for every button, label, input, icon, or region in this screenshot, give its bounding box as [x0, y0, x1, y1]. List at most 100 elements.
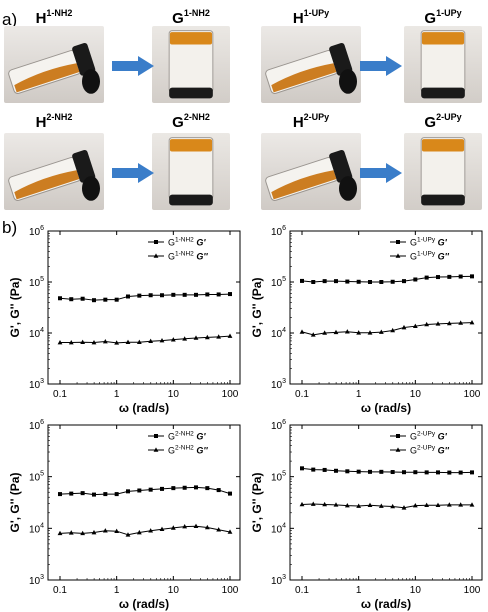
data-point-square [58, 492, 62, 497]
data-point-square [194, 485, 199, 490]
x-tick-label: 100 [464, 389, 481, 400]
y-tick-label: 105 [271, 471, 286, 484]
legend-triangle-marker [153, 253, 159, 258]
data-point-square [171, 292, 176, 297]
series-line-1 [59, 486, 231, 496]
data-point-square [300, 466, 304, 471]
data-point-triangle [401, 324, 407, 330]
data-point-square [148, 293, 153, 298]
data-point-triangle [390, 327, 396, 333]
y-tick-label: 106 [271, 225, 286, 238]
data-point-triangle [159, 337, 165, 343]
photo-tilted-vial [4, 133, 104, 210]
data-point-square [103, 492, 108, 497]
data-point-square [114, 492, 119, 497]
data-point-triangle [424, 502, 430, 508]
legend-square-marker [154, 434, 158, 438]
x-tick-label: 1 [114, 585, 120, 596]
data-point-square [368, 280, 373, 284]
data-point-square [91, 492, 96, 497]
data-point-square [194, 292, 199, 297]
data-point-triangle [378, 329, 384, 334]
legend-triangle-marker [395, 253, 401, 258]
data-point-triangle [80, 339, 86, 345]
chart-1: 103 104 105 106 0.1 1 10 100 ω (rad/s) G', G'' (P… [8, 225, 241, 415]
data-point-square [160, 486, 165, 491]
x-tick-label: 0.1 [295, 389, 309, 400]
legend-square-marker [154, 240, 158, 244]
data-point-square [379, 280, 384, 284]
y-axis-label: G', G'' (Pa) [250, 473, 264, 533]
chart-2: 103 104 105 106 0.1 1 10 100 ω (rad/s) G', G'' (P… [250, 225, 483, 415]
data-point-triangle [204, 334, 210, 340]
x-tick-label: 10 [410, 585, 422, 596]
photo-title-sup: 2-UPy [303, 112, 330, 122]
data-point-triangle [57, 339, 63, 345]
data-point-square [216, 488, 221, 493]
data-point-square [80, 296, 85, 301]
series-line-2 [301, 322, 473, 336]
photo-tilted-vial [4, 26, 104, 103]
data-point-square [436, 275, 441, 280]
data-point-square [216, 292, 221, 297]
data-point-square [447, 274, 452, 279]
photo-title-base: G [424, 10, 437, 27]
photo-upright-vial [404, 133, 482, 210]
y-axis-label: G', G'' (Pa) [8, 473, 22, 533]
y-tick-label: 103 [271, 378, 286, 391]
legend-label: G2-UPy G'' [410, 445, 450, 456]
plot-frame [47, 230, 241, 385]
data-point-square [356, 469, 361, 474]
x-tick-label: 1 [356, 585, 362, 596]
legend-square-marker [396, 240, 400, 244]
data-point-square [160, 293, 165, 298]
photo-title-sup: 1-UPy [303, 8, 330, 18]
series-line-1 [301, 275, 473, 283]
data-point-triangle [435, 321, 441, 326]
data-point-square [205, 486, 210, 491]
data-point-triangle [170, 337, 176, 342]
x-tick-label: 0.1 [53, 585, 67, 596]
data-point-triangle [367, 502, 373, 508]
data-point-square [356, 279, 361, 284]
plot-frame [47, 424, 241, 581]
photo-title-6: G2-NH2 [146, 112, 236, 131]
data-point-triangle [68, 339, 74, 345]
photo-title-sup: 1-UPy [436, 8, 462, 18]
data-point-triangle [159, 526, 165, 532]
x-axis-label: ω (rad/s) [119, 401, 169, 415]
legend-triangle-marker [153, 447, 159, 452]
data-point-triangle [356, 503, 362, 508]
data-point-triangle [469, 502, 475, 507]
photo-title-sup: 1-NH2 [183, 8, 210, 18]
legend-label: G2-NH2 G'' [168, 445, 208, 456]
data-point-square [345, 469, 350, 474]
data-point-triangle [102, 338, 108, 344]
data-point-triangle [322, 501, 328, 507]
data-point-triangle [458, 320, 464, 325]
data-point-square [470, 274, 474, 279]
photo-title-3: H1-UPy [266, 8, 356, 27]
data-point-square [137, 293, 142, 298]
photo-title-sup: 2-UPy [436, 112, 462, 122]
data-point-square [69, 297, 74, 302]
data-point-triangle [193, 335, 199, 340]
data-point-square [458, 274, 463, 279]
y-tick-label: 103 [29, 574, 44, 587]
legend-label: G1-NH2 G'' [168, 251, 208, 262]
data-point-triangle [390, 503, 396, 509]
y-tick-label: 104 [271, 327, 286, 340]
data-point-triangle [446, 320, 452, 326]
data-point-triangle [102, 528, 108, 533]
data-point-triangle [401, 505, 407, 510]
data-point-square [413, 470, 418, 475]
data-point-triangle [227, 529, 233, 534]
x-tick-label: 1 [356, 389, 362, 400]
photo-title-sup: 1-NH2 [46, 8, 73, 18]
data-point-triangle [299, 501, 305, 507]
data-point-triangle [125, 532, 131, 537]
photo-title-1: H1-NH2 [9, 8, 99, 27]
data-point-square [322, 279, 327, 284]
data-point-triangle [299, 329, 305, 334]
right-arrow-icon [112, 56, 154, 76]
